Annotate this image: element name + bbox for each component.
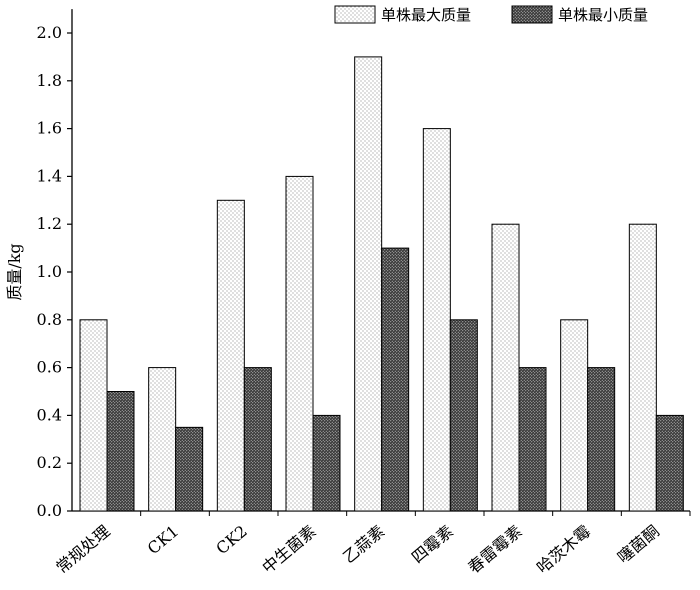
bar-min-5	[381, 247, 410, 512]
x-category-label: 四霉素	[408, 522, 457, 567]
y-tick-label: 0.0	[37, 501, 62, 520]
y-tick-label: 1.4	[37, 166, 62, 185]
x-category-label: CK1	[144, 522, 183, 559]
bar-max-8	[560, 319, 589, 512]
y-tick-label: 2.0	[37, 23, 62, 42]
bar-max-3	[216, 199, 245, 512]
legend-swatch-1	[334, 5, 376, 24]
bar-min-9	[655, 414, 684, 512]
bar-min-6	[449, 319, 478, 512]
y-tick-label: 0.2	[37, 453, 62, 472]
bar-max-1	[79, 319, 108, 512]
bar-min-1	[106, 391, 135, 512]
bar-max-5	[354, 56, 383, 512]
bar-min-2	[175, 426, 204, 512]
legend-label-2: 单株最小质量	[558, 6, 648, 24]
y-tick-label: 0.4	[37, 405, 62, 424]
legend: 单株最大质量 单株最小质量	[334, 5, 648, 24]
bar-max-2	[148, 367, 177, 512]
bar-max-6	[422, 128, 451, 512]
x-category-label: 中生菌素	[258, 522, 319, 578]
x-category-label: 噻菌酮	[614, 522, 663, 567]
x-category-label: 春雷霉素	[464, 522, 525, 578]
bar-min-7	[518, 367, 547, 512]
bar-max-7	[491, 223, 520, 512]
x-category-label: 乙蒜素	[339, 522, 388, 567]
y-tick-label: 1.0	[37, 262, 62, 281]
x-category-label: CK2	[212, 522, 251, 559]
bar-min-8	[587, 367, 616, 512]
legend-label-1: 单株最大质量	[381, 6, 471, 24]
y-tick-label: 0.8	[37, 310, 62, 329]
y-tick-label: 1.2	[37, 214, 62, 233]
y-axis-label: 质量/kg	[5, 243, 24, 300]
y-tick-label: 1.6	[37, 119, 62, 138]
bar-max-4	[285, 175, 314, 512]
legend-swatch-2	[511, 5, 553, 24]
bar-min-3	[243, 367, 272, 512]
x-category-label: 常规处理	[52, 522, 113, 578]
bars	[79, 56, 684, 512]
x-axis-labels: 常规处理 CK1 CK2 中生菌素 乙蒜素 四霉素 春雷霉素 哈茨木霉 噻菌酮	[52, 511, 691, 578]
y-axis-ticks: 0.0 0.2 0.4 0.6 0.8 1.0 1.2 1.4 1.6 1.8 2.0	[37, 23, 72, 520]
x-category-label: 哈茨木霉	[533, 522, 594, 578]
y-tick-label: 0.6	[37, 358, 62, 377]
y-tick-label: 1.8	[37, 71, 62, 90]
bar-max-9	[628, 223, 657, 512]
bar-min-4	[312, 414, 341, 512]
